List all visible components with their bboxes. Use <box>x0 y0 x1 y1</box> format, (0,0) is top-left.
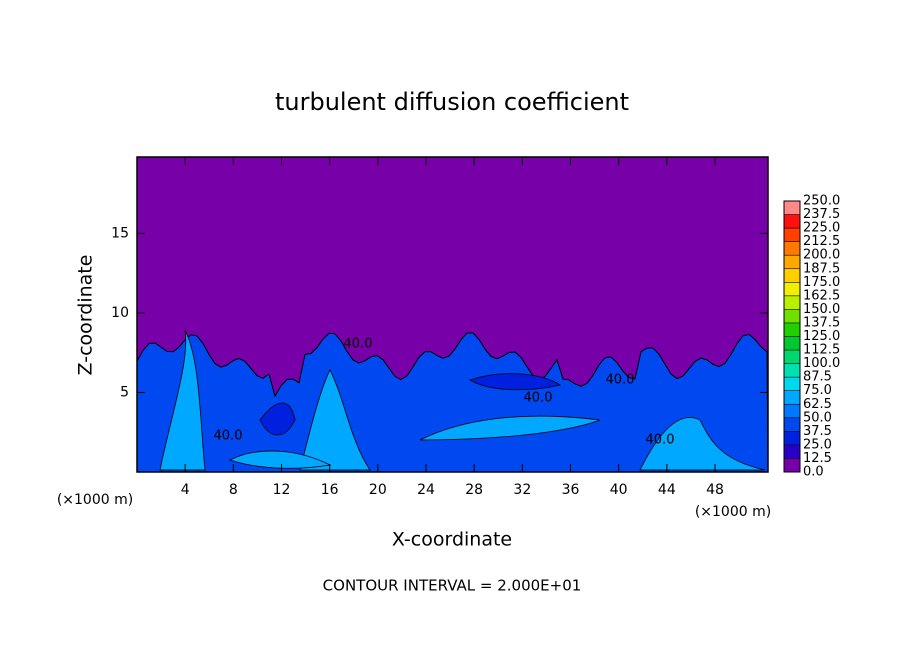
y-axis-label: Z-coordinate <box>75 255 97 376</box>
colorbar-swatch <box>784 417 800 432</box>
y-tick-label: 5 <box>120 384 129 400</box>
colorbar-swatch <box>784 363 800 378</box>
x-tick-label: 4 <box>181 482 190 498</box>
x-tick-label: 8 <box>229 482 238 498</box>
x-tick-label: 44 <box>658 482 676 498</box>
x-tick-label: 28 <box>465 482 483 498</box>
colorbar-label: 75.0 <box>803 383 832 398</box>
colorbar-label: 12.5 <box>803 451 832 466</box>
colorbar-label: 137.5 <box>803 315 840 330</box>
x-tick-label: 40 <box>610 482 628 498</box>
colorbar-swatch <box>784 282 800 296</box>
colorbar-swatch <box>784 336 800 351</box>
colorbar-swatch <box>784 268 800 283</box>
colorbar-label: 200.0 <box>803 248 840 263</box>
x-axis-label: X-coordinate <box>392 529 512 551</box>
x-tick-label: 12 <box>273 482 291 498</box>
field-region <box>136 332 769 473</box>
contour-label: 40.0 <box>646 433 675 448</box>
field-patch <box>159 329 206 471</box>
colorbar-label: 162.5 <box>803 288 840 303</box>
field-patch <box>259 402 296 436</box>
colorbar-label: 62.5 <box>803 397 832 412</box>
colorbar-label: 187.5 <box>803 261 840 276</box>
colorbar-swatch <box>784 201 800 215</box>
y-tick-label: 10 <box>111 305 129 321</box>
contour-label: 40.0 <box>344 337 373 352</box>
colorbar-swatch <box>784 241 800 256</box>
colorbar-swatch <box>784 444 800 459</box>
colorbar-label: 225.0 <box>803 221 840 236</box>
colorbar-swatch <box>784 228 800 242</box>
colorbar-swatch <box>784 458 800 472</box>
contour-label: 40.0 <box>606 373 635 388</box>
chart-title: turbulent diffusion coefficient <box>275 88 629 116</box>
colorbar-swatch <box>784 377 800 391</box>
plot-frame <box>136 156 769 473</box>
colorbar-label: 175.0 <box>803 275 840 290</box>
colorbar-swatch <box>784 322 800 337</box>
colorbar-label: 25.0 <box>803 437 832 452</box>
colorbar-label: 237.5 <box>803 207 840 222</box>
colorbar-label: 87.5 <box>803 370 832 385</box>
contour-label: 40.0 <box>214 429 243 444</box>
colorbar-label: 37.5 <box>803 424 832 439</box>
colorbar-swatch <box>784 404 800 418</box>
x-unit-label: (×1000 m) <box>695 504 771 520</box>
x-tick-label: 20 <box>369 482 387 498</box>
colorbar-swatch <box>784 350 800 364</box>
colorbar-label: 150.0 <box>803 302 840 317</box>
x-tick-label: 24 <box>417 482 435 498</box>
colorbar-swatch <box>784 309 800 323</box>
x-tick-label: 36 <box>562 482 580 498</box>
colorbar-label: 0.0 <box>803 465 824 480</box>
colorbar-label: 212.5 <box>803 234 840 249</box>
colorbar-swatch <box>784 214 800 229</box>
colorbar-label: 112.5 <box>803 343 840 358</box>
y-tick-label: 15 <box>111 225 129 241</box>
x-tick-label: 48 <box>706 482 724 498</box>
footer-note: CONTOUR INTERVAL = 2.000E+01 <box>323 577 582 595</box>
colorbar-swatch <box>784 431 800 445</box>
x-unit-label: (×1000 m) <box>57 492 133 508</box>
field-patch <box>469 373 562 391</box>
x-tick-label: 32 <box>513 482 531 498</box>
field-patch <box>419 415 601 441</box>
x-tick-label: 16 <box>321 482 339 498</box>
colorbar-label: 125.0 <box>803 329 840 344</box>
colorbar-swatch <box>784 255 800 269</box>
colorbar-label: 50.0 <box>803 410 832 425</box>
contour-label: 40.0 <box>524 391 553 406</box>
colorbar-swatch <box>784 390 800 405</box>
colorbar-label: 250.0 <box>803 194 840 209</box>
colorbar-swatch <box>784 295 800 310</box>
colorbar-label: 100.0 <box>803 356 840 371</box>
field-patch <box>299 369 371 471</box>
field-patch <box>639 417 766 471</box>
